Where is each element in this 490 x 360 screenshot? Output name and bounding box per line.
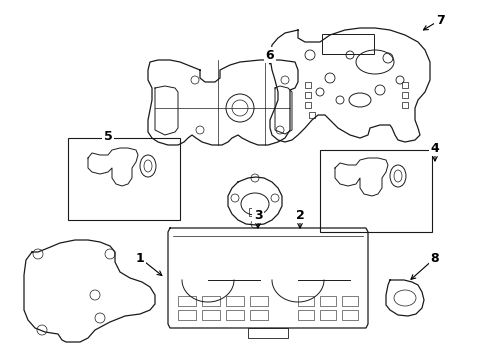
Bar — [305, 92, 311, 98]
Bar — [320, 150, 432, 232]
Bar — [309, 112, 315, 118]
Bar — [178, 296, 196, 306]
Bar — [320, 296, 336, 306]
Bar — [342, 310, 358, 320]
Bar — [250, 310, 268, 320]
Bar — [249, 208, 261, 216]
Text: 3: 3 — [254, 208, 262, 221]
Bar — [402, 82, 408, 88]
Bar — [305, 82, 311, 88]
Text: 7: 7 — [436, 14, 444, 27]
Text: 4: 4 — [431, 141, 440, 154]
Text: 6: 6 — [266, 49, 274, 62]
Text: 1: 1 — [136, 252, 145, 265]
Bar — [226, 296, 244, 306]
Text: 2: 2 — [295, 208, 304, 221]
Bar — [68, 138, 180, 220]
Bar — [305, 102, 311, 108]
Bar — [342, 296, 358, 306]
Bar — [178, 310, 196, 320]
Text: 8: 8 — [431, 252, 440, 265]
Bar — [298, 310, 314, 320]
Bar — [202, 296, 220, 306]
Bar — [202, 310, 220, 320]
Bar — [250, 296, 268, 306]
Bar — [226, 310, 244, 320]
Bar — [322, 34, 374, 54]
Text: 5: 5 — [103, 130, 112, 143]
Bar — [248, 328, 288, 338]
Bar — [402, 102, 408, 108]
Bar — [298, 296, 314, 306]
Bar — [320, 310, 336, 320]
Bar — [402, 92, 408, 98]
